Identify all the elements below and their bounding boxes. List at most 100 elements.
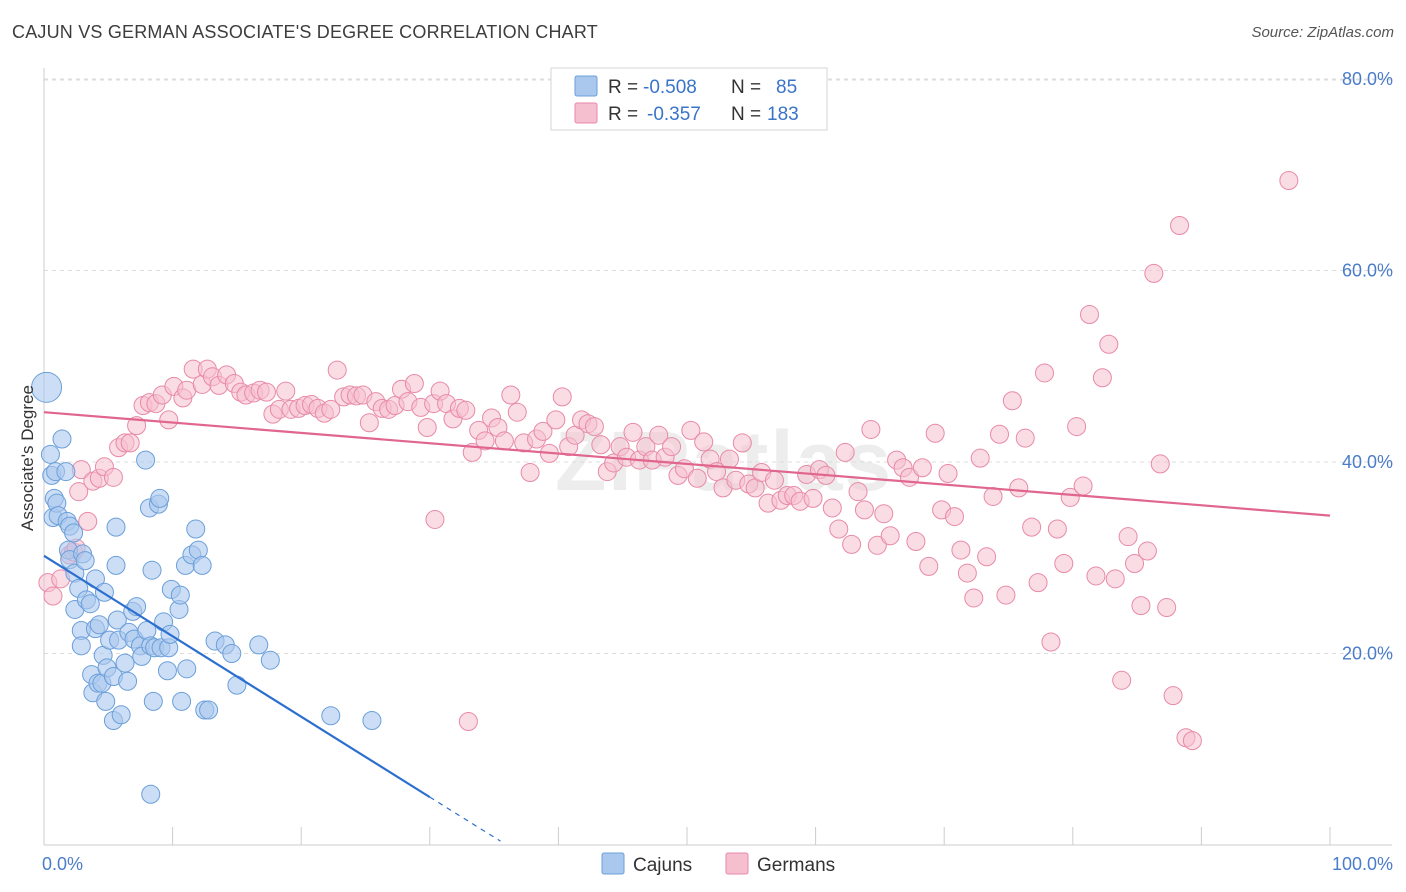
legend: R = -0.508 N = 85 R = -0.357 N = 183 [550, 67, 828, 131]
data-point-germans [1170, 215, 1190, 235]
y-tick-label: 60.0% [1342, 261, 1393, 281]
legend-n-label: N = [731, 104, 761, 125]
data-point-germans [803, 488, 823, 508]
data-point-cajuns [362, 711, 382, 731]
data-point-cajuns [136, 450, 156, 470]
data-point-cajuns [89, 615, 109, 635]
legend-n-label: N = [731, 77, 761, 98]
data-point-cajuns [321, 706, 341, 726]
data-point-germans [874, 504, 894, 524]
data-point-cajuns [172, 691, 192, 711]
data-point-cajuns [170, 585, 190, 605]
x-tick-label: 100.0% [1332, 854, 1393, 874]
data-point-germans [970, 448, 990, 468]
data-point-germans [989, 424, 1009, 444]
data-point-germans [649, 425, 669, 445]
data-point-germans [359, 413, 379, 433]
data-point-germans [681, 420, 701, 440]
data-point-germans [507, 402, 527, 422]
data-point-germans [327, 360, 347, 380]
y-tick-labels: 20.0% 40.0% 60.0% 80.0% [1342, 69, 1393, 664]
data-point-cajuns [56, 462, 76, 482]
data-point-cajuns [142, 560, 162, 580]
data-point-germans [867, 535, 887, 555]
data-point-cajuns [177, 659, 197, 679]
bottom-legend-label-cajuns: Cajuns [633, 855, 692, 876]
data-point-germans [623, 422, 643, 442]
data-point-germans [938, 463, 958, 483]
data-point-germans [1028, 573, 1048, 593]
bottom-legend-swatch-cajuns [601, 852, 625, 875]
data-point-germans [912, 458, 932, 478]
data-point-cajuns [107, 610, 127, 630]
data-point-germans [861, 419, 881, 439]
data-point-germans [964, 588, 984, 608]
data-point-germans [835, 442, 855, 462]
data-point-germans [951, 540, 971, 560]
data-point-germans [732, 433, 752, 453]
data-point-cajuns [260, 650, 280, 670]
data-point-germans [1105, 569, 1125, 589]
data-point-germans [276, 381, 296, 401]
data-point-germans [977, 547, 997, 567]
data-point-germans [69, 482, 89, 502]
data-point-germans [1137, 541, 1157, 561]
data-point-germans [957, 563, 977, 583]
data-point-germans [983, 486, 1003, 506]
data-point-germans [1022, 517, 1042, 537]
data-point-germans [1047, 519, 1067, 539]
data-point-germans [475, 431, 495, 451]
data-point-germans [120, 433, 140, 453]
data-point-germans [854, 500, 874, 520]
y-axis-title: Associate's Degree [18, 385, 37, 531]
data-point-cajuns [71, 636, 91, 656]
data-point-germans [1125, 553, 1145, 573]
data-point-germans [1080, 305, 1100, 325]
data-point-cajuns [96, 691, 116, 711]
data-point-cajuns [118, 671, 138, 691]
data-point-germans [321, 399, 341, 419]
data-point-cajuns [106, 555, 126, 575]
data-point-germans [694, 432, 714, 452]
data-point-germans [1131, 596, 1151, 616]
data-point-germans [520, 463, 540, 483]
y-tick-label: 40.0% [1342, 452, 1393, 472]
data-point-germans [944, 507, 964, 527]
data-point-germans [256, 382, 276, 402]
data-point-cajuns [150, 488, 170, 508]
data-point-germans [842, 534, 862, 554]
series-cajuns [31, 371, 382, 804]
data-point-cajuns [31, 371, 63, 403]
trend-line-cajuns-extension [429, 796, 501, 842]
data-point-cajuns [222, 644, 242, 663]
data-point-germans [1060, 487, 1080, 507]
data-point-germans [764, 470, 784, 490]
data-point-germans [456, 400, 476, 420]
data-point-germans [1002, 391, 1022, 411]
data-point-cajuns [143, 691, 163, 711]
data-point-germans [43, 586, 63, 606]
trend-lines [43, 411, 1331, 842]
legend-n-value: 183 [767, 104, 799, 125]
data-point-germans [1086, 566, 1106, 586]
data-point-germans [829, 519, 849, 539]
data-point-cajuns [186, 519, 206, 539]
data-point-germans [1150, 454, 1170, 474]
legend-swatch-cajuns [574, 75, 598, 97]
bottom-legend-label-germans: Germans [757, 855, 835, 876]
data-point-germans [103, 467, 123, 487]
data-point-germans [494, 431, 514, 451]
data-point-cajuns [141, 784, 161, 804]
data-point-germans [1099, 334, 1119, 354]
data-point-cajuns [106, 517, 126, 537]
data-point-germans [822, 498, 842, 518]
data-point-germans [1035, 363, 1055, 383]
data-point-germans [1144, 263, 1164, 283]
data-point-germans [458, 711, 478, 731]
y-tick-label: 80.0% [1342, 69, 1393, 89]
data-point-germans [1157, 598, 1177, 618]
trend-line-cajuns [43, 554, 431, 799]
data-point-germans [1054, 553, 1074, 573]
data-point-cajuns [40, 444, 60, 464]
